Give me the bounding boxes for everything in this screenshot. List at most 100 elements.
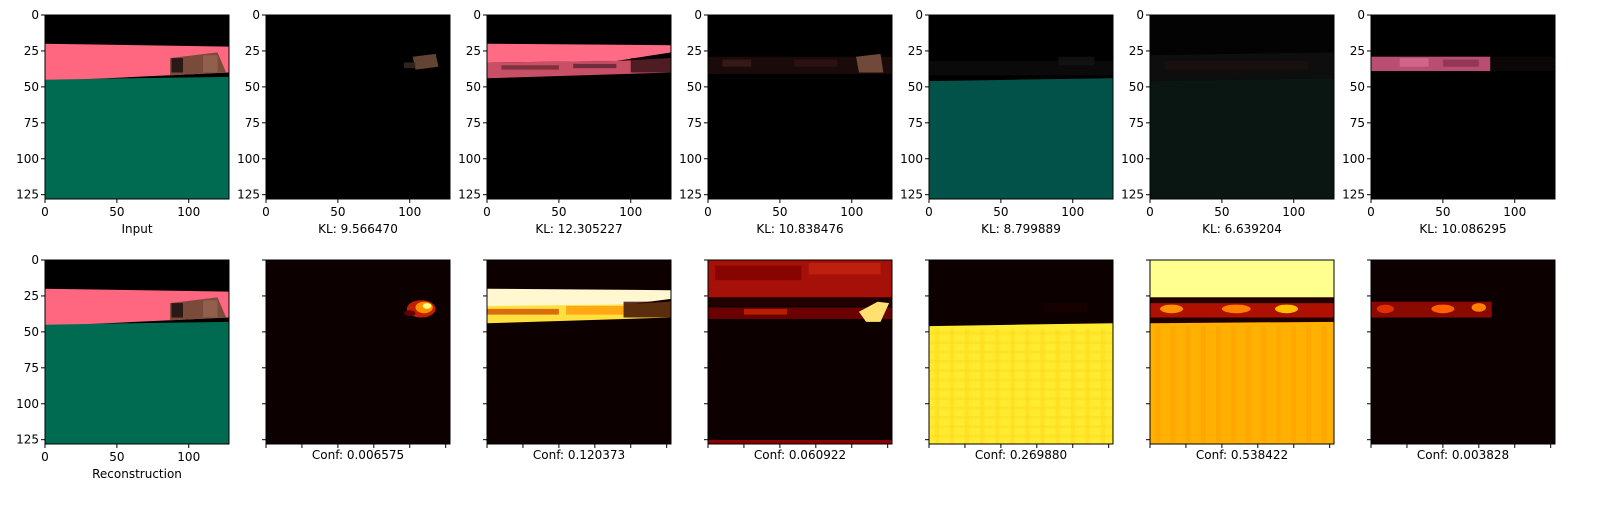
x-tick-label: 0 <box>1367 205 1375 219</box>
panel-image <box>45 15 229 199</box>
panel-image <box>1371 260 1555 444</box>
panel-caption: KL: 12.305227 <box>535 222 622 236</box>
x-tick-label: 50 <box>1214 205 1229 219</box>
x-tick-label: 100 <box>398 205 421 219</box>
panel-frame <box>1370 14 1556 200</box>
panel-component-0-6 <box>1370 14 1556 200</box>
panel-frame <box>1370 259 1556 445</box>
x-tick-label: 0 <box>262 205 270 219</box>
panel-frame <box>1149 14 1335 200</box>
panel-image <box>45 260 229 444</box>
panel-image <box>1150 15 1334 199</box>
y-tick-label: 125 <box>237 188 260 202</box>
y-tick-label: 100 <box>237 152 260 166</box>
panel-mask-1-1 <box>265 259 451 445</box>
y-tick-label: 75 <box>908 116 923 130</box>
panel-reconstruction-1-0 <box>44 259 230 445</box>
panel-frame <box>928 14 1114 200</box>
x-tick-label: 50 <box>1435 205 1450 219</box>
panel-caption: Conf: 0.003828 <box>1417 448 1509 462</box>
x-tick-label: 50 <box>551 205 566 219</box>
panel-caption: Reconstruction <box>92 467 182 481</box>
y-tick-label: 25 <box>1350 44 1365 58</box>
panel-caption: Conf: 0.060922 <box>754 448 846 462</box>
panel-image <box>708 260 892 444</box>
y-tick-label: 100 <box>679 152 702 166</box>
x-tick-label: 0 <box>483 205 491 219</box>
x-tick-label: 50 <box>109 450 124 464</box>
panel-frame <box>265 259 451 445</box>
y-tick-label: 75 <box>1129 116 1144 130</box>
y-tick-label: 100 <box>1342 152 1365 166</box>
y-tick-label: 50 <box>908 80 923 94</box>
panel-frame <box>486 14 672 200</box>
y-tick-label: 125 <box>900 188 923 202</box>
panel-mask-1-3 <box>707 259 893 445</box>
y-tick-label: 50 <box>1350 80 1365 94</box>
y-tick-label: 0 <box>1357 8 1365 22</box>
y-tick-label: 25 <box>687 44 702 58</box>
panel-caption: Input <box>121 222 152 236</box>
y-tick-label: 125 <box>1121 188 1144 202</box>
y-tick-label: 50 <box>466 80 481 94</box>
panel-caption: Conf: 0.538422 <box>1196 448 1288 462</box>
x-tick-label: 50 <box>772 205 787 219</box>
panel-frame <box>1149 259 1335 445</box>
x-tick-label: 0 <box>41 450 49 464</box>
y-tick-label: 100 <box>458 152 481 166</box>
panel-caption: KL: 6.639204 <box>1202 222 1282 236</box>
y-tick-label: 0 <box>915 8 923 22</box>
x-tick-label: 100 <box>1503 205 1526 219</box>
x-tick-label: 100 <box>177 205 200 219</box>
panel-caption: KL: 10.838476 <box>756 222 843 236</box>
panel-component-0-1 <box>265 14 451 200</box>
panel-component-0-4 <box>928 14 1114 200</box>
panel-image <box>929 15 1113 199</box>
x-tick-label: 100 <box>619 205 642 219</box>
x-tick-label: 0 <box>704 205 712 219</box>
panel-mask-1-6 <box>1370 259 1556 445</box>
panel-image <box>266 260 450 444</box>
panel-caption: KL: 8.799889 <box>981 222 1061 236</box>
y-tick-label: 125 <box>458 188 481 202</box>
y-tick-label: 25 <box>1129 44 1144 58</box>
y-tick-label: 125 <box>679 188 702 202</box>
x-tick-label: 100 <box>1061 205 1084 219</box>
panel-image <box>1150 260 1334 444</box>
panel-frame <box>928 259 1114 445</box>
panel-caption: Conf: 0.006575 <box>312 448 404 462</box>
y-tick-label: 100 <box>16 397 39 411</box>
y-tick-label: 0 <box>31 8 39 22</box>
y-tick-label: 75 <box>687 116 702 130</box>
y-tick-label: 25 <box>466 44 481 58</box>
y-tick-label: 50 <box>687 80 702 94</box>
panel-image <box>266 15 450 199</box>
panel-frame <box>44 14 230 200</box>
panel-input-0-0 <box>44 14 230 200</box>
x-tick-label: 100 <box>840 205 863 219</box>
y-tick-label: 100 <box>1121 152 1144 166</box>
y-tick-label: 0 <box>252 8 260 22</box>
panel-caption: Conf: 0.120373 <box>533 448 625 462</box>
panel-mask-1-4 <box>928 259 1114 445</box>
y-tick-label: 25 <box>24 44 39 58</box>
y-tick-label: 125 <box>1342 188 1365 202</box>
panel-frame <box>44 259 230 445</box>
y-tick-label: 50 <box>24 325 39 339</box>
panel-mask-1-5 <box>1149 259 1335 445</box>
panel-component-0-3 <box>707 14 893 200</box>
panel-image <box>708 15 892 199</box>
x-tick-label: 100 <box>1282 205 1305 219</box>
y-tick-label: 50 <box>245 80 260 94</box>
x-tick-label: 0 <box>925 205 933 219</box>
panel-frame <box>707 14 893 200</box>
x-tick-label: 0 <box>41 205 49 219</box>
y-tick-label: 125 <box>16 188 39 202</box>
panel-mask-1-2 <box>486 259 672 445</box>
x-tick-label: 50 <box>330 205 345 219</box>
y-tick-label: 100 <box>16 152 39 166</box>
x-tick-label: 50 <box>993 205 1008 219</box>
y-tick-label: 50 <box>24 80 39 94</box>
panel-image <box>487 260 671 444</box>
y-tick-label: 0 <box>694 8 702 22</box>
